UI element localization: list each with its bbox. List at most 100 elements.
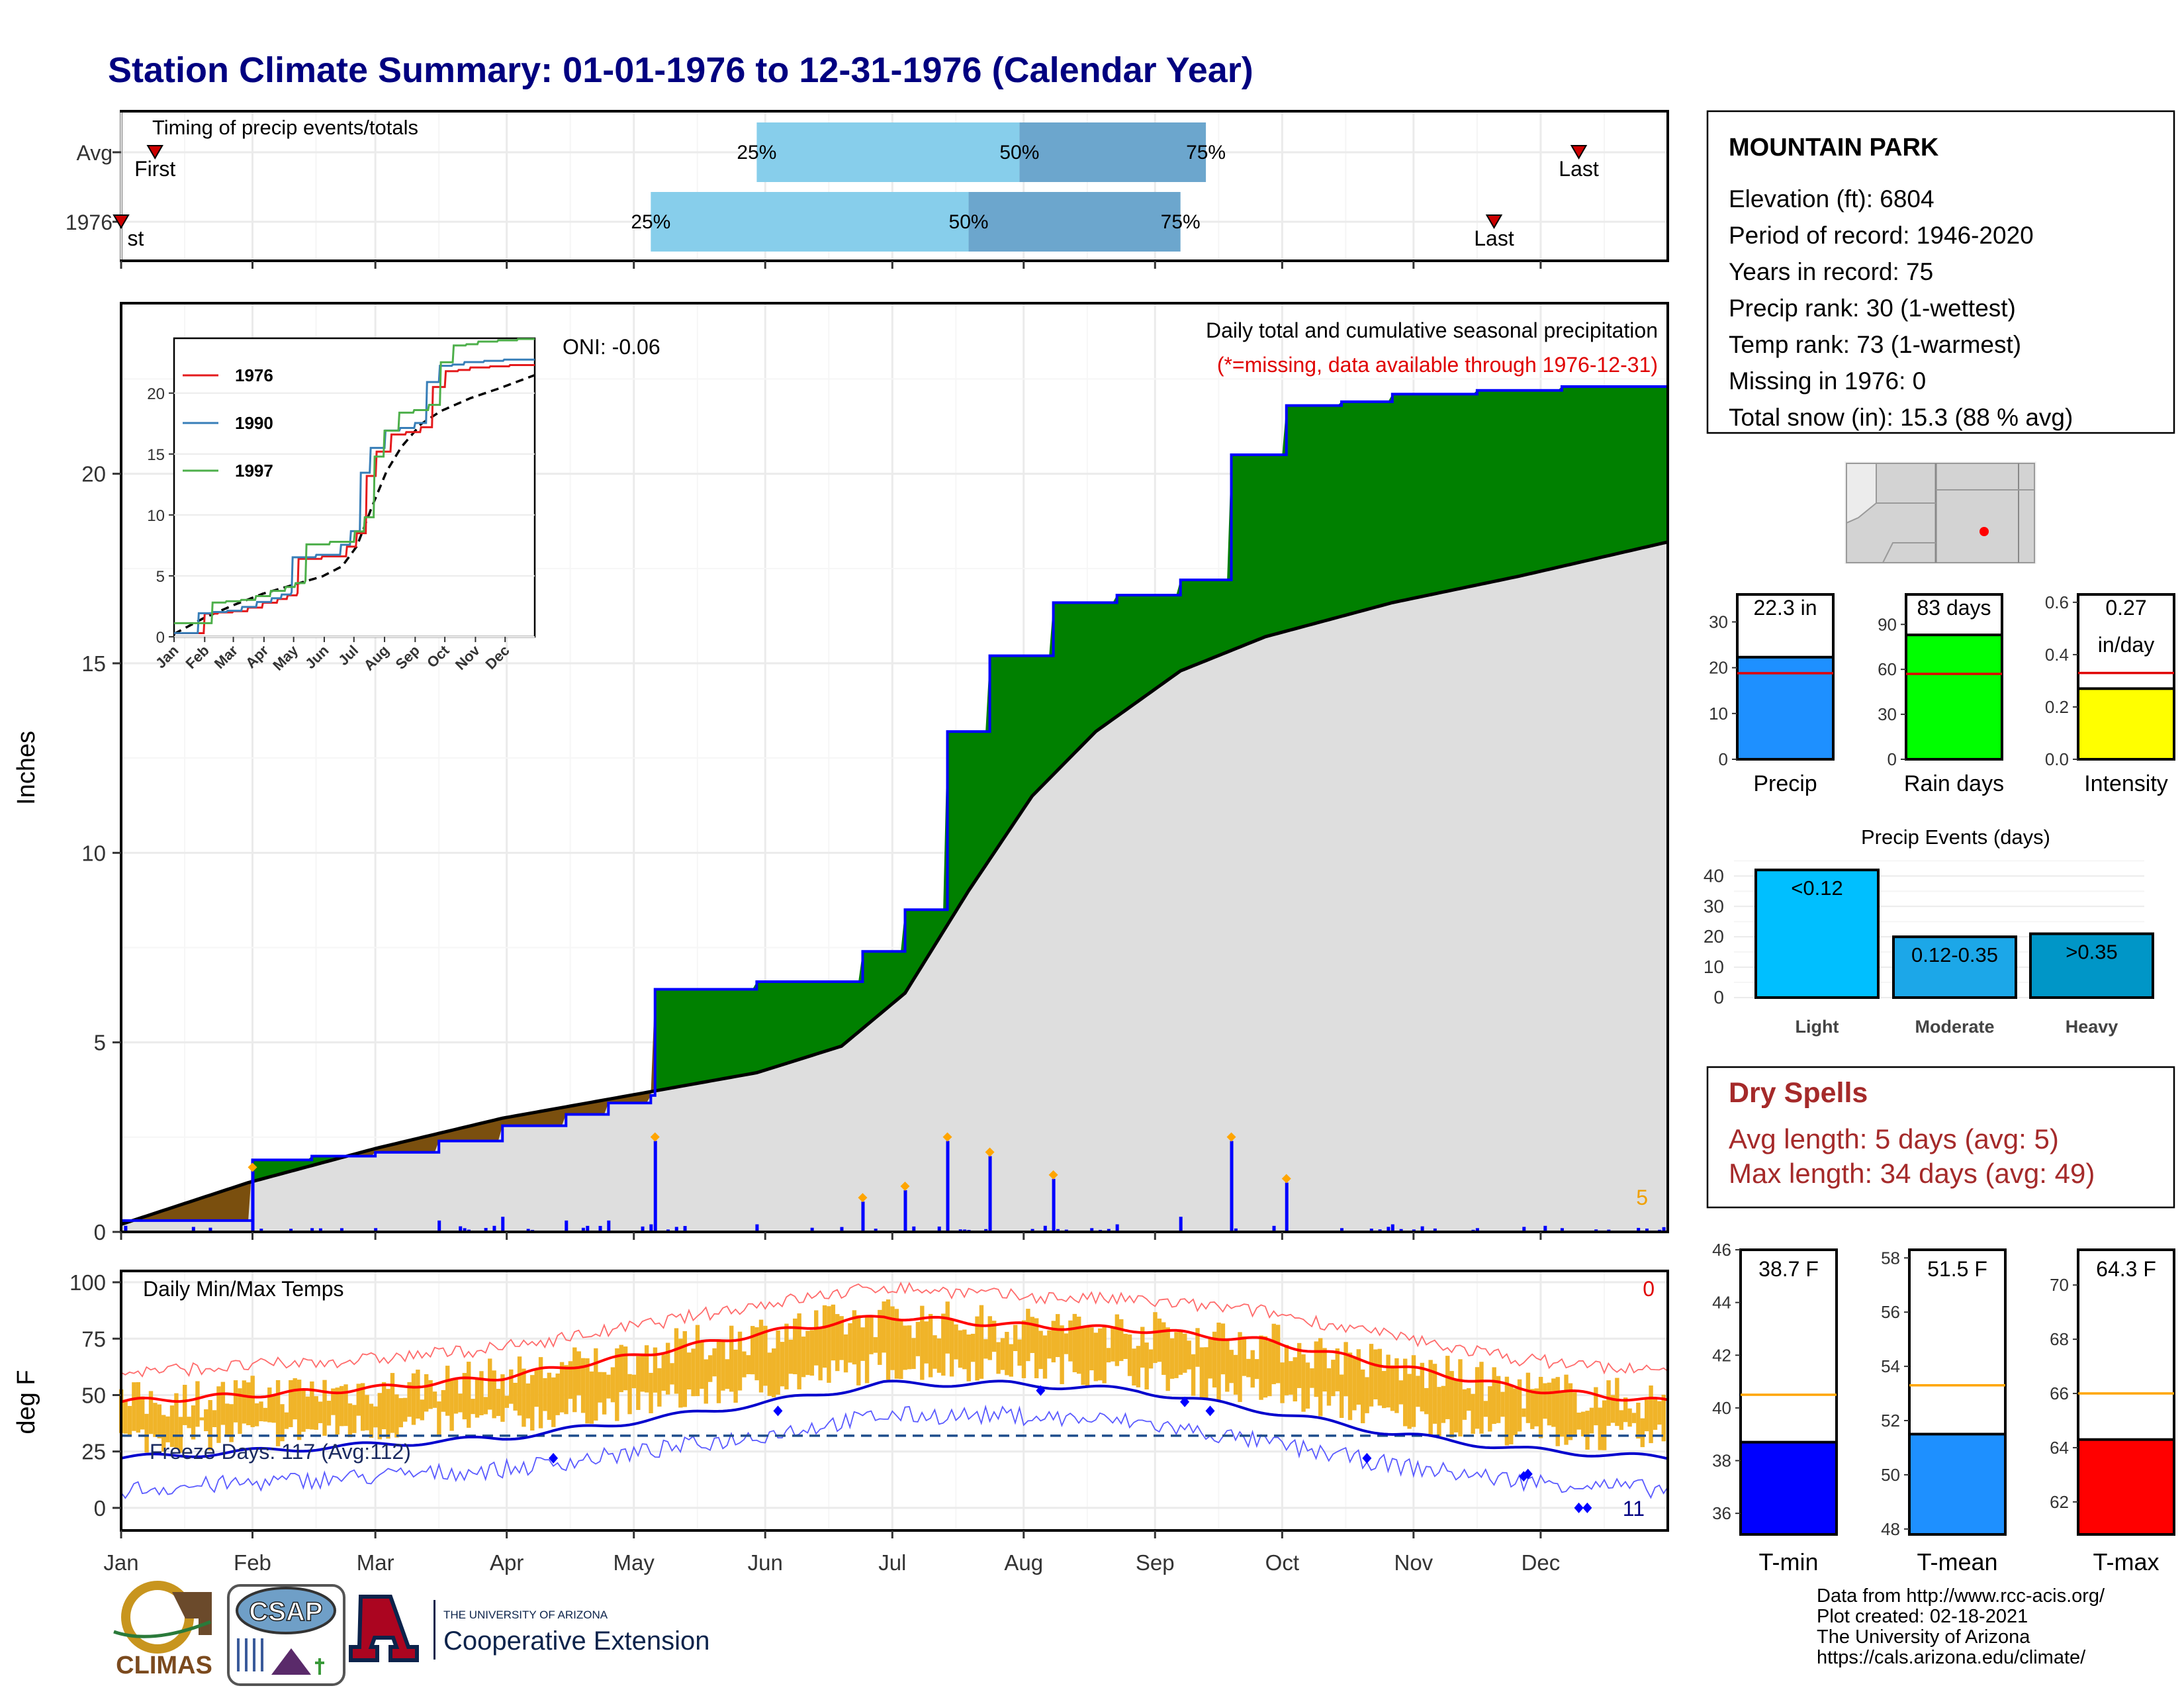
temp-daily-bar xyxy=(1301,1354,1306,1412)
temp-daily-bar xyxy=(509,1369,514,1404)
temp-daily-bar xyxy=(517,1356,522,1416)
temp-daily-bar xyxy=(1314,1341,1318,1397)
precip-daily-bar xyxy=(1285,1182,1289,1232)
temp-daily-bar xyxy=(856,1315,861,1385)
dry-spells-title: Dry Spells xyxy=(1729,1077,1868,1109)
temp-daily-bar xyxy=(954,1324,958,1360)
temp-daily-bar xyxy=(322,1380,327,1436)
temp-daily-bar xyxy=(144,1413,149,1453)
temp-daily-bar xyxy=(1136,1346,1141,1387)
precip-daily-bar xyxy=(1056,1229,1060,1232)
temp-daily-bar xyxy=(246,1382,251,1425)
temp-daily-bar xyxy=(852,1310,857,1365)
inset-legend-label: 1997 xyxy=(235,461,273,481)
timing-panel: Timing of precip events/totals Avg 25% 50%… xyxy=(66,110,1669,262)
temp-daily-bar xyxy=(767,1352,772,1396)
temp-daily-bar xyxy=(1026,1309,1030,1362)
temp-daily-bar xyxy=(1127,1334,1132,1376)
location-map xyxy=(1844,461,2036,564)
temp-daily-bar xyxy=(1174,1332,1179,1378)
precip-daily-bar xyxy=(1043,1225,1047,1232)
temp-daily-bar xyxy=(534,1368,539,1407)
temp-daily-bar xyxy=(1534,1388,1539,1427)
temp-daily-bar xyxy=(280,1404,285,1442)
precip-daily-bar xyxy=(463,1228,467,1232)
temp-daily-bar xyxy=(1072,1313,1077,1372)
temp-daily-bar xyxy=(394,1394,399,1438)
temp-daily-bar xyxy=(758,1319,764,1393)
temp-daily-bar xyxy=(513,1382,518,1411)
precip-daily-bar xyxy=(492,1225,496,1232)
timing-bar-q25-q50 xyxy=(651,192,969,252)
freeze-days-label: Freeze Days: 117 (Avg:112) xyxy=(150,1440,411,1464)
temp-daily-bar xyxy=(941,1313,946,1376)
ua-logo-bottom: Cooperative Extension xyxy=(443,1626,709,1656)
temp-daily-bar xyxy=(915,1321,921,1356)
temp-daily-bar xyxy=(123,1401,128,1434)
timing-q25-label: 25% xyxy=(737,142,776,164)
mini-bar-chart-intensity: 0.0 0.2 0.4 0.6 0.27 in/day Intensity xyxy=(2045,592,2175,796)
station-info-line: Total snow (in): 15.3 (88 % avg) xyxy=(1729,404,2073,431)
timing-title: Timing of precip events/totals xyxy=(152,116,418,139)
mini-bar-ytick-label: 0 xyxy=(1719,749,1728,769)
temp-bar-ytick-label: 52 xyxy=(1881,1411,1900,1430)
temp-daily-bar xyxy=(1416,1376,1420,1407)
mini-bar-value-label-unit: in/day xyxy=(2098,633,2154,657)
temp-daily-bar xyxy=(1242,1336,1247,1376)
temp-daily-bar xyxy=(653,1347,658,1393)
temp-daily-bar xyxy=(911,1338,916,1370)
temp-daily-bar xyxy=(996,1342,1001,1374)
events-ytick-label: 0 xyxy=(1713,987,1724,1008)
precip-daily-bar xyxy=(861,1201,865,1232)
temp-daily-bar xyxy=(233,1380,238,1423)
temp-daily-bar xyxy=(1191,1354,1196,1396)
temp-daily-bar xyxy=(754,1327,759,1381)
temp-daily-bar xyxy=(1411,1355,1416,1427)
temp-daily-bar xyxy=(568,1361,573,1399)
station-location-marker xyxy=(1979,527,1989,536)
temp-daily-bar xyxy=(903,1325,907,1370)
station-info-line: Period of record: 1946-2020 xyxy=(1729,222,2034,249)
temp-daily-bar xyxy=(772,1348,776,1397)
mini-bar-value-label: 22.3 in xyxy=(1753,596,1817,620)
temp-daily-bar xyxy=(496,1389,501,1417)
temp-daily-bar xyxy=(1420,1362,1425,1412)
precip-daily-bar xyxy=(641,1226,645,1232)
temp-daily-bar xyxy=(1195,1328,1200,1367)
temp-daily-bar xyxy=(1500,1391,1505,1417)
timing-bar-q50-q75 xyxy=(968,192,1181,252)
temp-daily-bar xyxy=(619,1344,623,1393)
temp-daily-bar xyxy=(751,1326,755,1375)
temp-daily-bar xyxy=(360,1383,365,1431)
temp-daily-bar xyxy=(966,1334,971,1382)
temp-daily-bar xyxy=(615,1348,619,1421)
temp-daily-bar xyxy=(183,1384,187,1425)
temp-daily-bar xyxy=(784,1323,789,1389)
temp-daily-bar xyxy=(1000,1338,1005,1370)
temp-daily-bar xyxy=(1390,1365,1395,1411)
temp-daily-bar xyxy=(665,1342,670,1395)
events-bar-light xyxy=(1754,868,1880,999)
temp-bar-category-label: T-mean xyxy=(1917,1548,1997,1575)
temp-daily-bar xyxy=(1382,1371,1387,1409)
temp-daily-bar xyxy=(275,1380,281,1446)
temp-daily-bar xyxy=(598,1372,602,1403)
mini-bar-category-label: Intensity xyxy=(2084,771,2168,796)
temp-daily-bar xyxy=(1106,1348,1111,1363)
temp-daily-bar xyxy=(1432,1364,1437,1424)
inset-average-line xyxy=(173,374,535,635)
precip-heavy-marker xyxy=(650,1132,660,1142)
mini-bar-value-label: 83 days xyxy=(1917,596,1991,620)
temp-daily-bar xyxy=(686,1352,692,1389)
temp-bar-chart-t-min: 36 38 40 42 44 46 38.7 F T-min xyxy=(1712,1240,1838,1575)
temp-daily-bar xyxy=(161,1415,166,1452)
temp-bar-value-label: 51.5 F xyxy=(1927,1257,1987,1281)
mini-bar-ytick-label: 90 xyxy=(1878,614,1897,634)
temp-daily-bar xyxy=(369,1403,374,1438)
mini-bar-category-label: Rain days xyxy=(1904,771,2004,796)
temp-daily-bar xyxy=(551,1377,556,1427)
temp-daily-bar xyxy=(488,1358,492,1410)
temp-daily-bar xyxy=(1636,1402,1641,1439)
temp-daily-bar xyxy=(559,1362,565,1413)
temp-daily-bar xyxy=(407,1382,412,1417)
